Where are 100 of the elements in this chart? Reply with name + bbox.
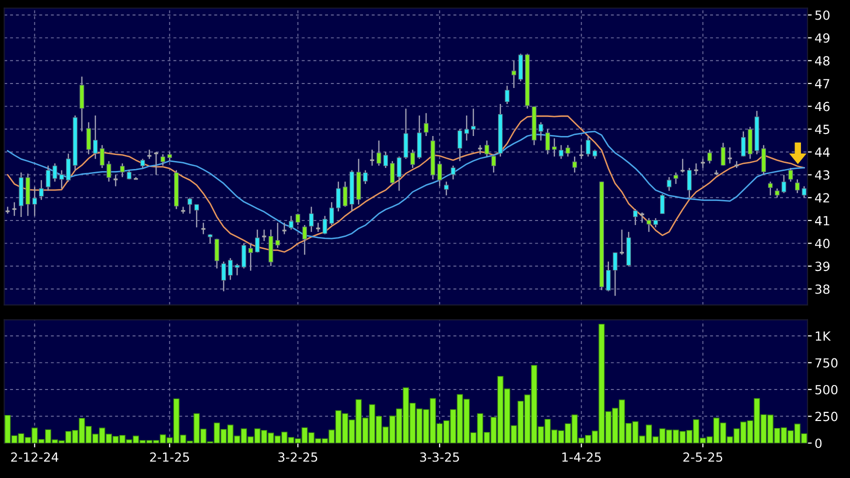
- candlestick: [545, 128, 550, 155]
- candlestick: [504, 85, 510, 105]
- candlestick: [390, 160, 395, 185]
- y-tick-label: 41: [815, 216, 830, 226]
- candlestick: [66, 152, 71, 182]
- candlestick: [12, 202, 18, 217]
- candlestick: [214, 238, 220, 270]
- y-tick-label: 50: [815, 10, 830, 20]
- candlestick: [424, 112, 428, 137]
- candlestick: [80, 76, 84, 132]
- candlestick: [261, 228, 267, 242]
- candlestick: [404, 108, 408, 160]
- y-tick-label: 250: [815, 412, 838, 422]
- candlestick: [566, 144, 570, 158]
- candlestick: [376, 140, 382, 166]
- candlestick: [160, 154, 166, 166]
- candlestick: [653, 218, 658, 228]
- y-tick-label: 42: [815, 193, 830, 202]
- candlestick: [396, 156, 402, 192]
- candlestick: [586, 135, 590, 158]
- candlestick: [242, 242, 246, 270]
- candlestick: [444, 181, 449, 196]
- candlestick: [86, 122, 91, 155]
- candlestick: [255, 228, 260, 254]
- candlestick: [329, 202, 334, 226]
- candlestick: [200, 222, 206, 235]
- candlestick: [52, 162, 58, 182]
- candlestick: [188, 197, 192, 214]
- candlestick: [720, 142, 726, 166]
- candlestick: [282, 222, 288, 235]
- candlestick: [774, 188, 780, 198]
- candlestick: [491, 154, 496, 174]
- x-tick-label: 2-1-25: [150, 452, 189, 462]
- y-tick-label: 44: [815, 148, 830, 157]
- candlestick: [46, 165, 50, 192]
- candlestick: [471, 108, 476, 137]
- candlestick: [761, 144, 766, 176]
- candlestick: [795, 178, 800, 194]
- x-tick-label: 2-5-25: [683, 452, 722, 462]
- y-tick-label: 500: [815, 384, 838, 394]
- candlestick: [633, 208, 638, 226]
- candlestick: [458, 128, 462, 162]
- candlestick: [741, 130, 746, 158]
- candlestick: [221, 260, 226, 292]
- candlestick: [363, 170, 368, 185]
- y-tick-label: 750: [815, 358, 838, 368]
- candlestick: [477, 144, 483, 155]
- candlestick: [32, 186, 37, 217]
- candlestick: [302, 224, 307, 256]
- candlestick: [538, 122, 544, 142]
- candlestick: [275, 222, 280, 249]
- candlestick: [612, 252, 618, 296]
- candlestick: [336, 181, 341, 212]
- y-tick-label: 46: [815, 102, 830, 112]
- candlestick: [782, 174, 786, 194]
- y-tick-label: 40: [815, 238, 830, 248]
- candlestick: [552, 138, 557, 158]
- candlestick: [437, 160, 442, 187]
- candlestick: [120, 162, 125, 178]
- candlestick: [606, 260, 611, 292]
- candlestick: [788, 167, 793, 182]
- candlestick: [768, 181, 773, 196]
- candlestick: [646, 218, 652, 233]
- candlestick: [309, 206, 314, 233]
- candlestick: [59, 170, 64, 190]
- candlestick: [342, 181, 348, 208]
- candlestick: [106, 160, 112, 182]
- candlestick: [410, 149, 415, 169]
- y-tick-label: 0: [815, 438, 822, 448]
- candlestick: [802, 186, 806, 198]
- y-tick-label: 39: [815, 262, 830, 272]
- candlestick: [140, 158, 145, 169]
- candlestick: [288, 215, 294, 230]
- y-tick-label: 1K: [816, 332, 831, 341]
- candlestick: [572, 156, 577, 174]
- y-tick-label: 47: [815, 79, 830, 88]
- x-tick-label: 3-3-25: [420, 452, 459, 462]
- x-tick-label: 1-4-25: [562, 452, 601, 462]
- candlestick: [248, 242, 253, 272]
- line-series: [6, 130, 805, 240]
- candlestick: [100, 144, 104, 169]
- candlestick: [296, 213, 300, 226]
- candlestick: [315, 222, 321, 233]
- candlestick: [660, 194, 665, 214]
- x-tick-label: 2-12-24: [11, 452, 58, 462]
- candlestick: [666, 176, 672, 192]
- y-tick-label: 43: [815, 170, 830, 180]
- candlestick: [234, 263, 240, 276]
- line-series: [6, 115, 805, 253]
- candlestick: [167, 151, 172, 162]
- candlestick: [322, 215, 328, 235]
- candlestick: [687, 167, 692, 198]
- candlestick: [450, 165, 456, 180]
- candlestick: [39, 179, 44, 201]
- y-tick-label: 45: [815, 124, 830, 134]
- candlestick: [93, 114, 98, 160]
- y-tick-label: 38: [815, 284, 830, 294]
- candlestick: [592, 149, 598, 160]
- y-tick-label: 48: [815, 56, 830, 66]
- candlestick: [558, 144, 564, 160]
